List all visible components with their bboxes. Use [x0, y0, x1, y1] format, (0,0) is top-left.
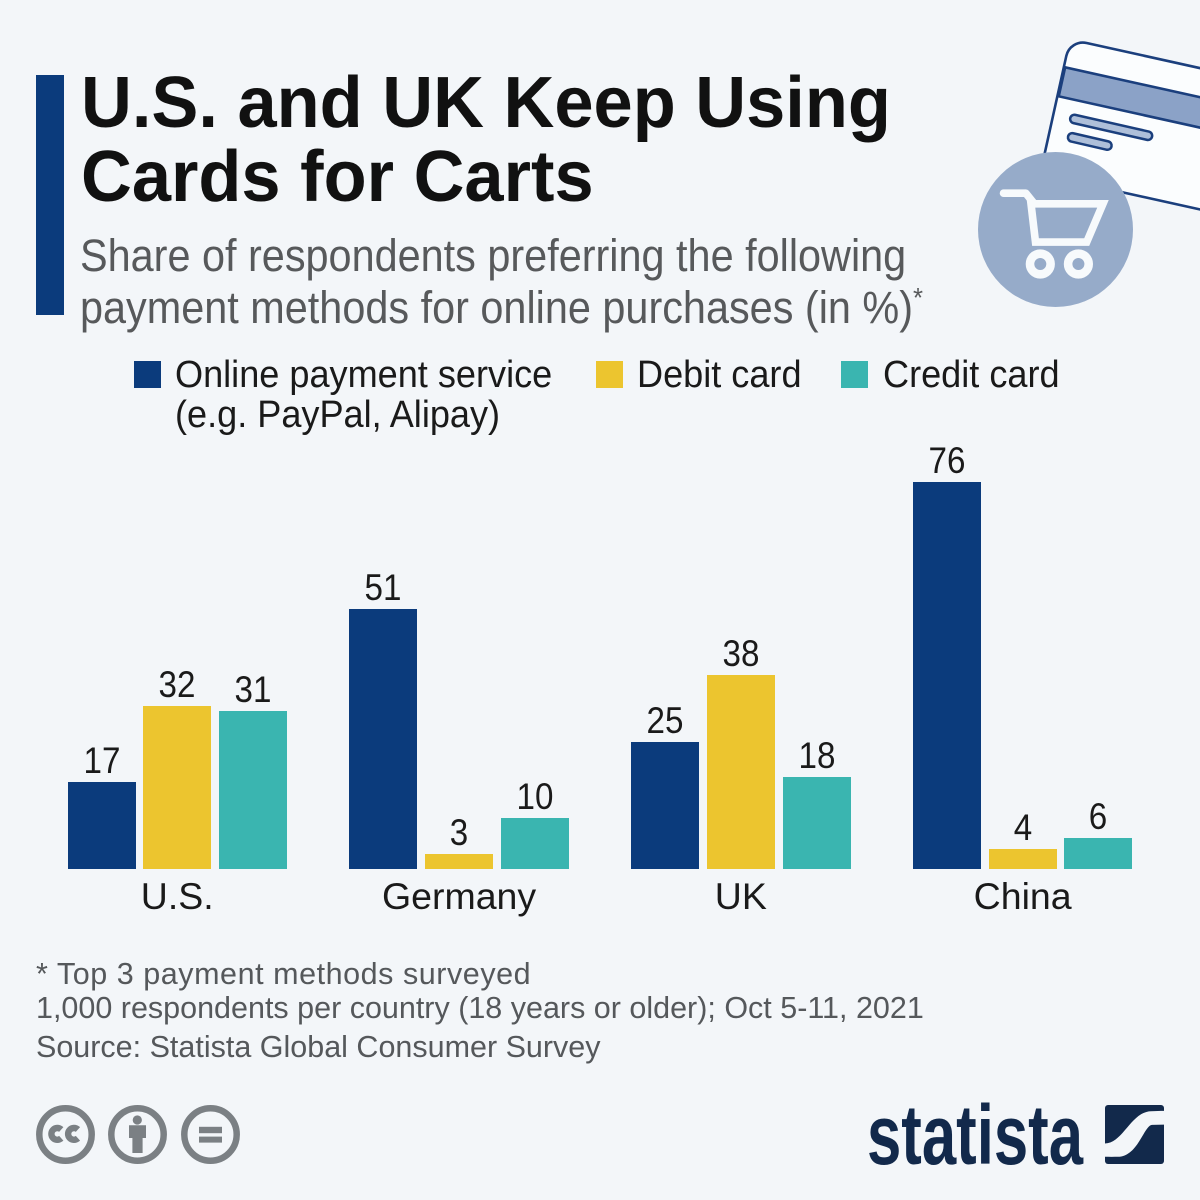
- svg-text:statista: statista: [867, 1088, 1084, 1182]
